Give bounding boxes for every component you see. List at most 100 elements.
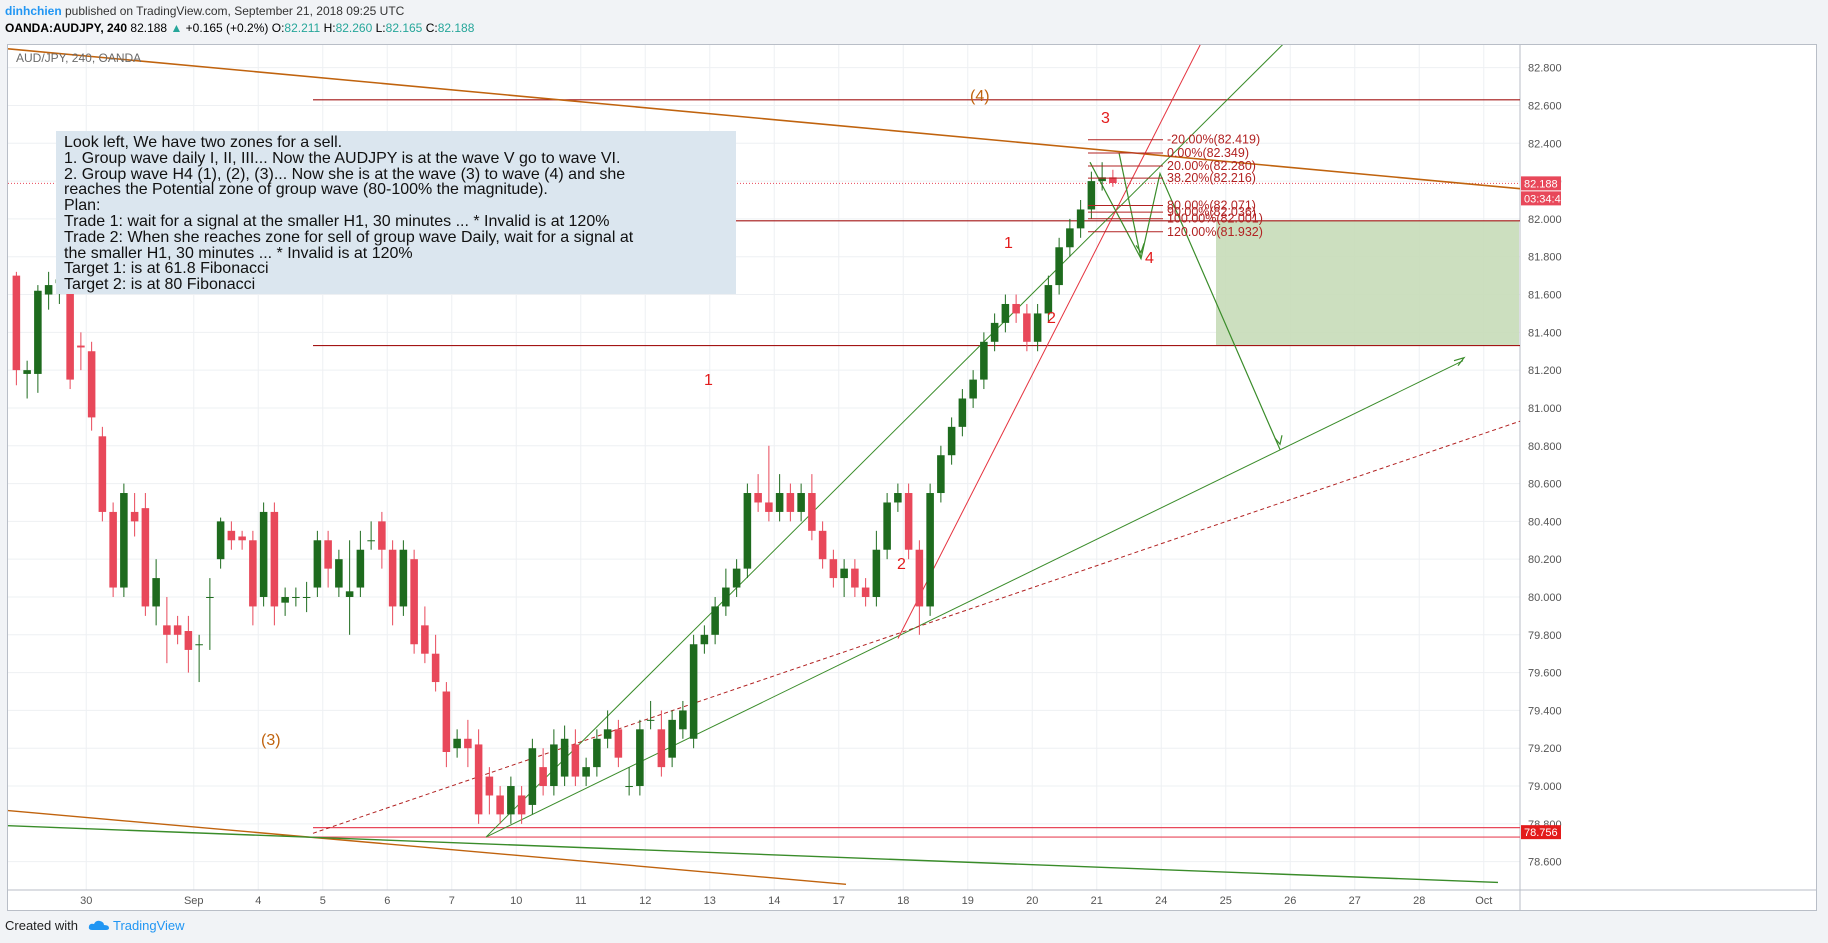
candle-body — [120, 493, 128, 588]
projection-path — [1089, 161, 1281, 450]
note-line: Look left, We have two zones for a sell. — [64, 134, 343, 151]
price-tick-label: 80.400 — [1528, 516, 1562, 528]
time-tick-label: 25 — [1220, 895, 1232, 907]
time-tick-label: 11 — [575, 895, 586, 907]
candle-body — [507, 786, 515, 815]
fib-level-label: 38.20%(82.216) — [1167, 171, 1256, 185]
chart-panel[interactable]: -20.00%(82.419) 0.00%(82.349) 20.00%(82.28… — [7, 44, 1817, 911]
candle-body — [840, 568, 848, 579]
candle-body — [1044, 285, 1053, 314]
candle-body — [431, 653, 440, 683]
candle-body — [184, 631, 193, 650]
candle-body — [442, 691, 451, 753]
wave-label: 2 — [1047, 310, 1056, 327]
chart-title: AUD/JPY, 240, OANDA — [16, 51, 142, 65]
time-tick-label: 10 — [510, 895, 522, 907]
wave-label: (3) — [261, 732, 281, 749]
price-tick-label: 79.600 — [1528, 668, 1562, 680]
price-tag-bg — [1521, 176, 1561, 191]
candle-body — [937, 455, 945, 494]
author-link[interactable]: dinhchien — [5, 4, 62, 18]
fib-level-label: -20.00%(82.419) — [1167, 133, 1260, 147]
open-label: O: — [271, 21, 285, 35]
candle-body — [700, 634, 709, 645]
candle-body — [528, 748, 537, 805]
candle-body — [614, 729, 623, 758]
tradingview-logo[interactable]: TradingView — [88, 918, 185, 933]
price-tick-label: 81.600 — [1528, 290, 1562, 302]
candle-body — [603, 729, 612, 739]
candle-body — [1098, 177, 1106, 182]
candle-body — [668, 719, 676, 758]
created-with-label: Created with — [5, 918, 78, 933]
note-line: Trade 2: When she reaches zone for sell … — [64, 228, 634, 246]
candle-body — [464, 738, 472, 749]
candle-body — [571, 744, 580, 777]
candle-body — [517, 795, 526, 815]
price-tick-label: 80.600 — [1528, 479, 1562, 491]
price-tick-label: 80.800 — [1528, 441, 1562, 453]
candle-body — [23, 370, 31, 374]
price-tag: 82.188 — [1524, 178, 1558, 190]
candle-body — [130, 511, 139, 522]
time-tick-label: 21 — [1091, 895, 1103, 907]
wave-label: 2 — [897, 556, 906, 573]
candle-body — [227, 530, 236, 541]
candle-body — [679, 710, 687, 730]
orange-trendline — [8, 47, 1521, 190]
candle-body — [206, 596, 214, 598]
candle-body — [872, 549, 881, 597]
candle-body — [861, 587, 870, 597]
candle-body — [732, 568, 741, 588]
note-line: Plan: — [64, 197, 101, 215]
open-value: 82.211 — [284, 21, 321, 35]
candle-body — [926, 493, 934, 607]
note-line: Target 2: is at 80 Fibonacci — [64, 276, 256, 294]
last-price: 82.188 — [130, 21, 168, 35]
price-tick-label: 82.600 — [1528, 100, 1562, 112]
candle-body — [421, 625, 429, 654]
candle-body — [302, 596, 311, 598]
price-tick-label: 82.800 — [1528, 63, 1562, 75]
candle-body — [625, 786, 633, 788]
price-tick-label: 81.000 — [1528, 403, 1562, 415]
high-value: 82.260 — [335, 21, 373, 35]
candle-body — [356, 549, 365, 588]
candle-body — [292, 596, 300, 598]
time-tick-label: 27 — [1349, 895, 1361, 907]
candle-body — [1033, 313, 1042, 342]
fib-level-label: 120.00%(81.932) — [1167, 225, 1263, 239]
price-tick-label: 79.800 — [1528, 630, 1562, 642]
green-channel-line — [485, 45, 1284, 838]
tradingview-brand: TradingView — [113, 918, 185, 933]
candle-body — [335, 559, 343, 588]
wave-label: 1 — [704, 372, 713, 389]
wave-label: 4 — [1145, 250, 1154, 267]
price-tag: 03:34:42 — [1524, 193, 1567, 205]
orange-trendline — [8, 809, 847, 886]
high-label: H: — [323, 21, 336, 35]
arrow-head — [1453, 356, 1466, 367]
candle-body — [388, 549, 397, 607]
candle-body — [87, 351, 96, 418]
chart-canvas[interactable]: -20.00%(82.419)0.00%(82.349)20.00%(82.28… — [8, 45, 1816, 910]
time-tick-label: 5 — [320, 895, 326, 907]
candle-body — [1076, 209, 1085, 229]
candle-body — [474, 744, 483, 815]
change-arrow-icon: ▲ — [170, 21, 183, 35]
candle-body — [818, 530, 827, 560]
candle-body — [711, 606, 719, 635]
green-channel-line — [485, 360, 1464, 838]
time-tick-label: 6 — [384, 895, 390, 907]
candle-body — [485, 776, 494, 796]
low-label: L: — [375, 21, 386, 35]
time-tick-label: 18 — [897, 895, 909, 907]
candle-body — [1001, 303, 1010, 323]
candle-body — [990, 322, 999, 342]
note-line: Trade 1: wait for a signal at the smalle… — [64, 212, 610, 230]
symbol-name: OANDA:AUDJPY, 240 — [5, 21, 128, 35]
candle-body — [765, 502, 773, 512]
candle-body — [44, 285, 53, 295]
analysis-note[interactable]: Look left, We have two zones for a sell.… — [56, 131, 736, 294]
candle-body — [539, 767, 547, 787]
